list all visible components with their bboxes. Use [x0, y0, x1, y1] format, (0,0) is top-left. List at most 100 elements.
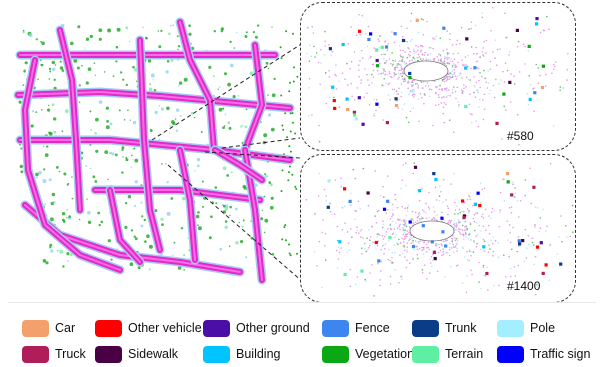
scan-point [415, 245, 417, 248]
scan-point [419, 220, 421, 222]
vegetation-point [63, 172, 67, 176]
scan-point [566, 69, 569, 71]
vegetation-point [148, 244, 153, 249]
scan-point [406, 233, 408, 235]
scan-point [330, 54, 332, 57]
scan-point [528, 74, 530, 77]
scan-point [397, 63, 400, 65]
object-marker [352, 113, 357, 117]
scan-point [482, 213, 484, 215]
vegetation-point [130, 229, 134, 232]
scan-point [397, 219, 400, 221]
point-cloud-map [13, 17, 321, 285]
scan-point [569, 235, 572, 238]
object-marker [326, 205, 330, 209]
scan-point [415, 51, 417, 53]
scan-point [395, 222, 397, 224]
scan-point [324, 259, 327, 261]
vegetation-point [87, 211, 91, 215]
scan-point [509, 232, 511, 234]
scan-point [473, 91, 475, 94]
object-marker [528, 97, 532, 101]
scan-point [480, 287, 482, 290]
scan-point [565, 225, 567, 227]
scan-point [470, 251, 472, 253]
vegetation-point [193, 116, 196, 119]
object-marker [430, 240, 434, 244]
scan-point [414, 221, 417, 224]
scan-point [450, 220, 452, 222]
scan-point [552, 125, 555, 127]
scan-point [452, 73, 454, 76]
scan-point [379, 284, 381, 287]
scan-point [386, 49, 389, 51]
vegetation-point [148, 87, 153, 92]
vegetation-point [289, 130, 292, 133]
vegetation-point [174, 118, 177, 120]
vegetation-point [78, 218, 81, 221]
scan-point [435, 219, 438, 221]
scan-point [508, 255, 510, 258]
vegetation-point [58, 170, 61, 173]
scan-point [394, 251, 396, 254]
scan-point [461, 246, 464, 248]
road-segment [139, 39, 161, 251]
scan-point [411, 210, 414, 213]
vegetation-point [35, 176, 38, 179]
vegetation-point [47, 108, 51, 112]
scan-point [361, 14, 364, 17]
vegetation-point [169, 24, 172, 27]
scan-point [311, 114, 313, 116]
scan-point [439, 37, 442, 40]
object-marker [444, 244, 448, 248]
scan-point [559, 86, 562, 88]
vegetation-point [294, 132, 297, 135]
scan-point [416, 248, 419, 250]
scan-point [377, 262, 379, 265]
scan-point [366, 92, 368, 95]
scan-point [463, 256, 466, 258]
scan-point [387, 258, 389, 261]
vegetation-point [143, 218, 146, 222]
scan-point [447, 73, 449, 75]
scan-point [407, 121, 410, 124]
scan-point [430, 262, 432, 264]
vegetation-point [291, 173, 294, 176]
legend-item: Traffic sign [497, 344, 590, 364]
scan-point [469, 93, 471, 95]
scan-point [376, 245, 379, 247]
vegetation-point [137, 266, 141, 270]
scan-point [503, 105, 505, 108]
scan-point [504, 12, 506, 15]
object-marker [394, 103, 399, 108]
scan-point [476, 66, 478, 69]
scan-point [429, 59, 432, 61]
scan-point [393, 73, 396, 75]
scan-point [480, 215, 483, 218]
scan-point [392, 63, 394, 66]
scan-point [470, 239, 472, 241]
scan-point [402, 253, 404, 255]
vegetation-point [52, 67, 56, 72]
vegetation-point [267, 94, 269, 96]
vegetation-point [281, 124, 284, 127]
vegetation-point [35, 172, 39, 177]
vegetation-point [105, 125, 110, 130]
vegetation-point [213, 30, 216, 33]
scan-point [439, 59, 442, 62]
scan-point [421, 269, 424, 271]
scan-point [468, 196, 471, 198]
legend-label: Sidewalk [128, 347, 179, 361]
scan-point [376, 233, 378, 235]
scan-point [377, 73, 380, 75]
scan-point [389, 72, 391, 75]
scan-point [490, 30, 492, 32]
scan-point [487, 224, 490, 227]
vegetation-point [208, 65, 212, 69]
connector-line-top-lower [221, 137, 301, 149]
object-marker [544, 263, 548, 267]
scan-point [383, 235, 386, 238]
scan-point [446, 30, 448, 32]
vegetation-point [51, 103, 55, 106]
vegetation-point [71, 197, 74, 200]
